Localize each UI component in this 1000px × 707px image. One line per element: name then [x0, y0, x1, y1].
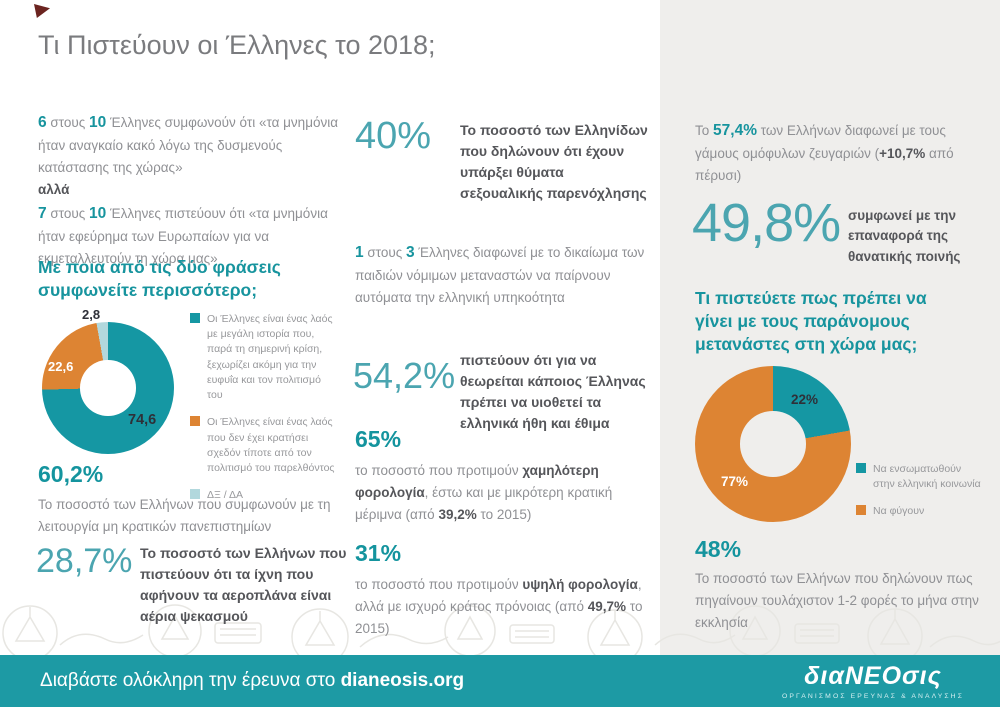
hightax-text: , αλλά με ισχυρό κράτος πρόνοιας (από — [355, 577, 642, 614]
stat-customs-text: πιστεύουν ότι για να θεωρείται κάποιος Έ… — [460, 352, 646, 431]
lowtax-prev-value: 39,2% — [438, 506, 477, 522]
citizenship-num-1: 1 — [355, 244, 364, 261]
memoranda-num-10b: 10 — [89, 204, 107, 222]
memoranda-num-6: 6 — [38, 114, 47, 131]
stat-lowtax-text: το ποσοστό που προτιμούν χαμηλότερη φορο… — [355, 460, 647, 526]
legend-item: ΔΞ / ΔΑ — [190, 488, 338, 503]
hightax-text: το ποσοστό που προτιμούν — [355, 577, 523, 592]
memoranda-text: Έλληνες συμφωνούν ότι «τα μνημόνια ήταν … — [38, 115, 339, 175]
legend-phrases: Οι Έλληνες είναι ένας λαός με μεγάλη ιστ… — [190, 312, 338, 515]
donut1-label-teal: 74,6 — [128, 412, 157, 428]
stat-hightax-text: το ποσοστό που προτιμούν υψηλή φορολογία… — [355, 574, 647, 640]
stat-church-value: 48% — [695, 536, 742, 562]
logo-wordmark: διαΝΕΟσις — [804, 662, 942, 690]
stat-chemtrails-value: 28,7% — [36, 542, 133, 580]
stat-customs-value: 54,2% — [353, 355, 456, 396]
citizenship-text: στους — [363, 245, 406, 260]
donut1-label-orange: 22,6 — [48, 359, 74, 374]
marriage-value: 57,4% — [713, 122, 757, 139]
memoranda-text: Έλληνες πιστεύουν ότι «τα μνημόνια ήταν … — [38, 205, 328, 266]
legend-label: Οι Έλληνες είναι ένας λαός που δεν έχει … — [207, 416, 335, 474]
corner-mark-icon — [34, 4, 50, 18]
donut-chart-phrases: 2,8 22,6 74,6 — [42, 307, 174, 454]
hightax-text: το 2015) — [355, 598, 643, 636]
footer-cta: Διαβάστε ολόκληρη την έρευνα στο dianeos… — [40, 670, 464, 692]
right-panel-background — [660, 0, 1000, 655]
legend-item: Να φύγουν — [856, 504, 981, 519]
lowtax-text: το ποσοστό που προτιμούν — [355, 463, 523, 478]
hightax-prev-value: 49,7% — [587, 598, 627, 614]
memoranda-but: αλλά — [38, 181, 70, 197]
donut2-label-teal: 22% — [791, 392, 819, 407]
lowtax-text: το 2015) — [476, 506, 532, 522]
donut-hole — [740, 411, 806, 477]
legend-item: Οι Έλληνες είναι ένας λαός με μεγάλη ιστ… — [190, 312, 338, 403]
legend-swatch-orange — [190, 416, 200, 427]
stat-harassment-text: Το ποσοστό των Ελληνίδων που δηλώνουν ότ… — [460, 122, 648, 201]
legend-item: Οι Έλληνες είναι ένας λαός που δεν έχει … — [190, 415, 338, 476]
marriage-delta: +10,7% — [879, 146, 926, 162]
dianeosis-logo: διαΝΕΟσις ΟΡΓΑΝΙΣΜΟΣ ΕΡΕΥΝΑΣ & ΑΝΑΛΥΣΗΣ — [782, 662, 964, 700]
legend-label: Να ενσωματωθούν στην ελληνική κοινωνία — [873, 463, 981, 491]
memoranda-num-7: 7 — [38, 204, 47, 222]
marriage-text: των Ελλήνων διαφωνεί με τους γάμους ομόφ… — [695, 123, 946, 162]
stat-chemtrails-text: Το ποσοστό των Ελλήνων που πιστεύουν ότι… — [140, 545, 347, 624]
footer-link[interactable]: dianeosis.org — [340, 670, 465, 691]
legend-label: Οι Έλληνες είναι ένας λαός με μεγάλη ιστ… — [207, 313, 333, 402]
legend-label: ΔΞ / ΔΑ — [207, 489, 244, 502]
stat-universities-value: 60,2% — [38, 461, 104, 487]
donut-hole — [80, 360, 136, 416]
legend-label: Να φύγουν — [873, 505, 925, 518]
memoranda-num-10a: 10 — [89, 114, 107, 131]
legend-swatch-lightblue — [190, 489, 200, 500]
donut-chart-migrants: 22% 77% — [695, 366, 851, 522]
question-phrases: Με ποια από τις δύο φράσεις συμφωνείτε π… — [38, 257, 281, 300]
marriage-paragraph: Το 57,4% των Ελλήνων διαφωνεί με τους γά… — [695, 118, 967, 187]
footer-bar: Διαβάστε ολόκληρη την έρευνα στο dianeos… — [0, 655, 1000, 707]
citizenship-paragraph: 1 στους 3 Έλληνες διαφωνεί με το δικαίωμ… — [355, 240, 647, 309]
stat-lowtax-value: 65% — [355, 426, 402, 452]
memoranda-text: στους — [46, 115, 89, 130]
legend-swatch-orange — [856, 505, 866, 516]
question-migrants: Τι πιστεύετε πως πρέπει να γίνει με τους… — [695, 288, 927, 354]
logo-subtitle: ΟΡΓΑΝΙΣΜΟΣ ΕΡΕΥΝΑΣ & ΑΝΑΛΥΣΗΣ — [782, 693, 964, 700]
legend-swatch-teal — [190, 313, 200, 323]
legend-migrants: Να ενσωματωθούν στην ελληνική κοινωνία Ν… — [856, 462, 981, 532]
donut2-label-orange: 77% — [721, 474, 749, 489]
stat-death-penalty-text: συμφωνεί με την επαναφορά της θανατικής … — [848, 208, 961, 264]
footer-cta-text: Διαβάστε ολόκληρη την έρευνα στο — [40, 670, 341, 691]
stat-hightax-value: 31% — [355, 540, 402, 566]
page-title: Τι Πιστεύουν οι Έλληνες το 2018; — [38, 30, 436, 60]
marriage-text: Το — [695, 123, 714, 138]
legend-swatch-teal — [856, 463, 866, 473]
stat-death-penalty-value: 49,8% — [692, 193, 841, 253]
lowtax-bold: χαμηλότερη φορολογία — [355, 463, 599, 500]
stat-universities-text: Το ποσοστό των Ελλήνων που συμφωνούν με … — [38, 497, 331, 534]
memoranda-text: στους — [46, 205, 89, 221]
stat-harassment-value: 40% — [355, 115, 432, 157]
stat-church-text: Το ποσοστό των Ελλήνων που δηλώνουν πως … — [695, 571, 979, 630]
marriage-text: από πέρυσι) — [695, 146, 954, 183]
legend-item: Να ενσωματωθούν στην ελληνική κοινωνία — [856, 462, 981, 492]
lowtax-text: , έστω και με μικρότερη κρατική μέριμνα … — [355, 484, 613, 522]
donut1-label-dx: 2,8 — [82, 307, 101, 322]
citizenship-text: Έλληνες διαφωνεί με το δικαίωμα των παιδ… — [355, 245, 645, 305]
hightax-bold: υψηλή φορολογία — [522, 577, 638, 592]
memoranda-paragraph: 6 στους 10 Έλληνες συμφωνούν ότι «τα μνη… — [38, 110, 343, 270]
citizenship-num-3: 3 — [406, 244, 415, 261]
